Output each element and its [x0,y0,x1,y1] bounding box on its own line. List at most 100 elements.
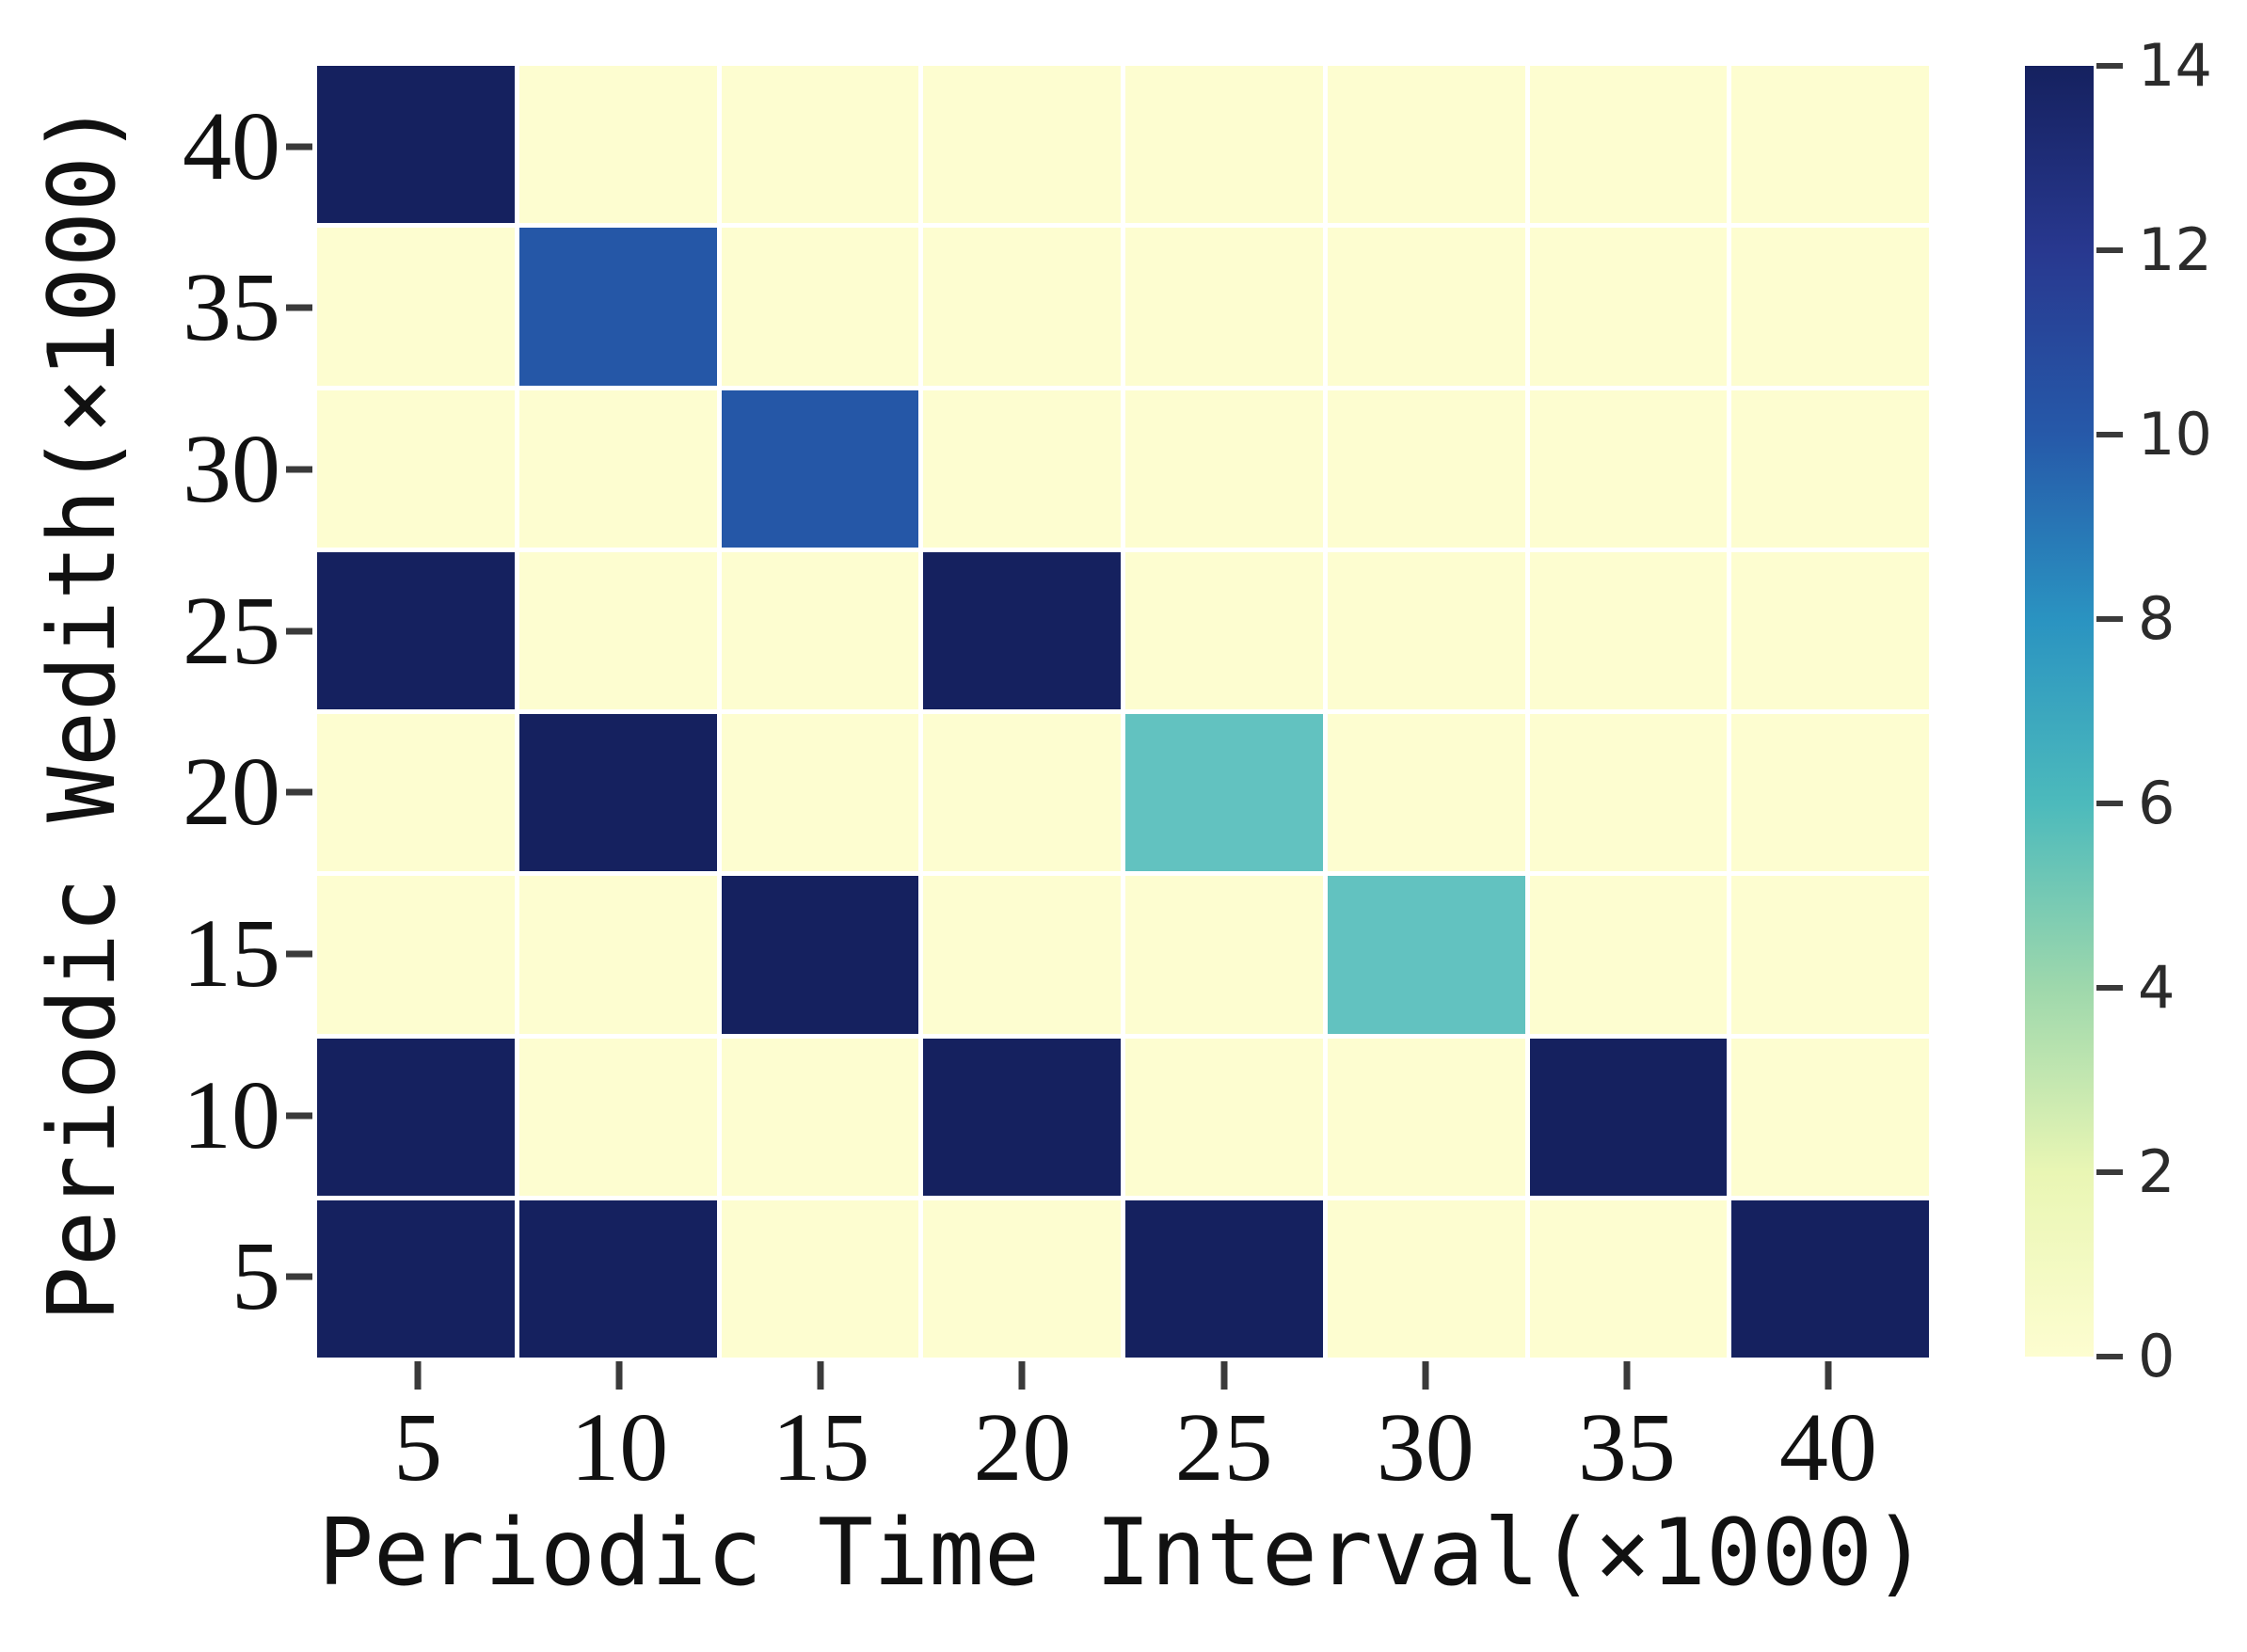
x-tick-dash [1623,1361,1631,1390]
heatmap-cell [923,1038,1121,1196]
heatmap-cell [317,551,515,709]
colorbar-tick-dash [2096,247,2123,253]
heatmap-cell [317,1038,515,1196]
x-tick-label: 40 [1778,1393,1877,1501]
x-tick-dash [817,1361,824,1390]
x-tick-dash [1825,1361,1832,1390]
heatmap-cell [923,66,1121,224]
colorbar-tick-label: 10 [2138,400,2212,469]
heatmap-cell [721,876,919,1034]
heatmap-cell [923,1199,1121,1358]
heatmap-cell [1125,228,1323,386]
heatmap-cell [1125,66,1323,224]
colorbar-tick-label: 12 [2138,215,2212,284]
heatmap-cell [317,389,515,548]
x-tick-marks [317,1361,1929,1391]
heatmap-cell [317,228,515,386]
y-tick-dash [286,950,312,958]
heatmap-cell [1125,551,1323,709]
x-tick-label: 20 [973,1393,1072,1501]
colorbar-tick-dash [2096,1354,2123,1359]
y-tick-label: 10 [183,1060,280,1169]
colorbar-tick-dash [2096,616,2123,622]
x-tick-labels: 5 10 15 20 25 30 35 40 [317,1399,1929,1504]
y-tick-dash [286,1112,312,1120]
x-tick-label: 35 [1577,1393,1676,1501]
heatmap-cell [1731,876,1929,1034]
colorbar-tick-dash [2096,801,2123,806]
x-axis-title: Periodic Time Interval(×1000) [317,1500,1929,1607]
heatmap-cell [1125,389,1323,548]
heatmap-cell [1125,714,1323,872]
colorbar-tick-label: 8 [2138,584,2175,653]
x-tick-dash [615,1361,623,1390]
heatmap-cell [721,551,919,709]
heatmap-cell [923,228,1121,386]
colorbar-tick-label: 14 [2138,31,2212,100]
colorbar-tick-dash [2096,985,2123,991]
heatmap-cell [1731,389,1929,548]
y-tick-label: 25 [183,576,280,685]
heatmap-cell [1529,1199,1728,1358]
heatmap-cell [518,228,717,386]
heatmap-cell [1125,1199,1323,1358]
x-tick-label: 10 [570,1393,669,1501]
x-tick-label: 25 [1174,1393,1273,1501]
heatmap-cell [1529,551,1728,709]
heatmap-cell [1731,66,1929,224]
heatmap-cell [721,66,919,224]
heatmap-cell [1327,389,1525,548]
heatmap-cell [923,714,1121,872]
y-tick-label: 35 [183,253,280,362]
heatmap-cell [923,876,1121,1034]
heatmap-cell [721,1199,919,1358]
colorbar-ticks: 14 12 10 8 6 4 2 0 [2025,37,2247,1386]
heatmap-cell [1529,228,1728,386]
y-tick-dash [286,627,312,635]
x-tick-label: 5 [393,1393,443,1501]
y-tick-label: 15 [183,898,280,1008]
heatmap-cell [1327,876,1525,1034]
heatmap-cell [1529,714,1728,872]
heatmap-cell [518,551,717,709]
heatmap-grid [317,66,1929,1358]
heatmap-cell [317,714,515,872]
colorbar-gradient [2025,66,2094,1357]
heatmap-cell [721,228,919,386]
y-tick-label: 20 [183,738,280,847]
y-tick-dash [286,788,312,796]
heatmap-cell [518,1038,717,1196]
colorbar-tick-label: 2 [2138,1137,2175,1206]
heatmap-cell [1327,1199,1525,1358]
x-tick-dash [1220,1361,1228,1390]
y-tick-label: 40 [183,91,280,200]
heatmap-cell [721,389,919,548]
colorbar-tick-label: 6 [2138,769,2175,837]
heatmap-cell [317,876,515,1034]
heatmap-cell [1327,1038,1525,1196]
y-tick-label: 30 [183,415,280,524]
heatmap-cell [518,1199,717,1358]
heatmap-cell [518,66,717,224]
heatmap-cell [923,389,1121,548]
heatmap-cell [721,1038,919,1196]
heatmap-cell [518,714,717,872]
heatmap-cell [1731,714,1929,872]
heatmap-cell [1731,1199,1929,1358]
y-tick-label: 5 [231,1222,280,1331]
y-tick-labels: 40 35 30 25 20 15 10 5 [0,66,280,1358]
x-tick-dash [1422,1361,1429,1390]
heatmap-cell [923,551,1121,709]
heatmap-cell [1125,1038,1323,1196]
y-tick-dash [286,304,312,311]
heatmap-cell [518,876,717,1034]
x-tick-label: 15 [772,1393,870,1501]
heatmap-cell [1327,714,1525,872]
heatmap-cell [1731,1038,1929,1196]
y-tick-dash [286,143,312,151]
heatmap-cell [317,66,515,224]
heatmap-cell [1327,66,1525,224]
heatmap-cell [1731,551,1929,709]
y-tick-dash [286,1273,312,1280]
